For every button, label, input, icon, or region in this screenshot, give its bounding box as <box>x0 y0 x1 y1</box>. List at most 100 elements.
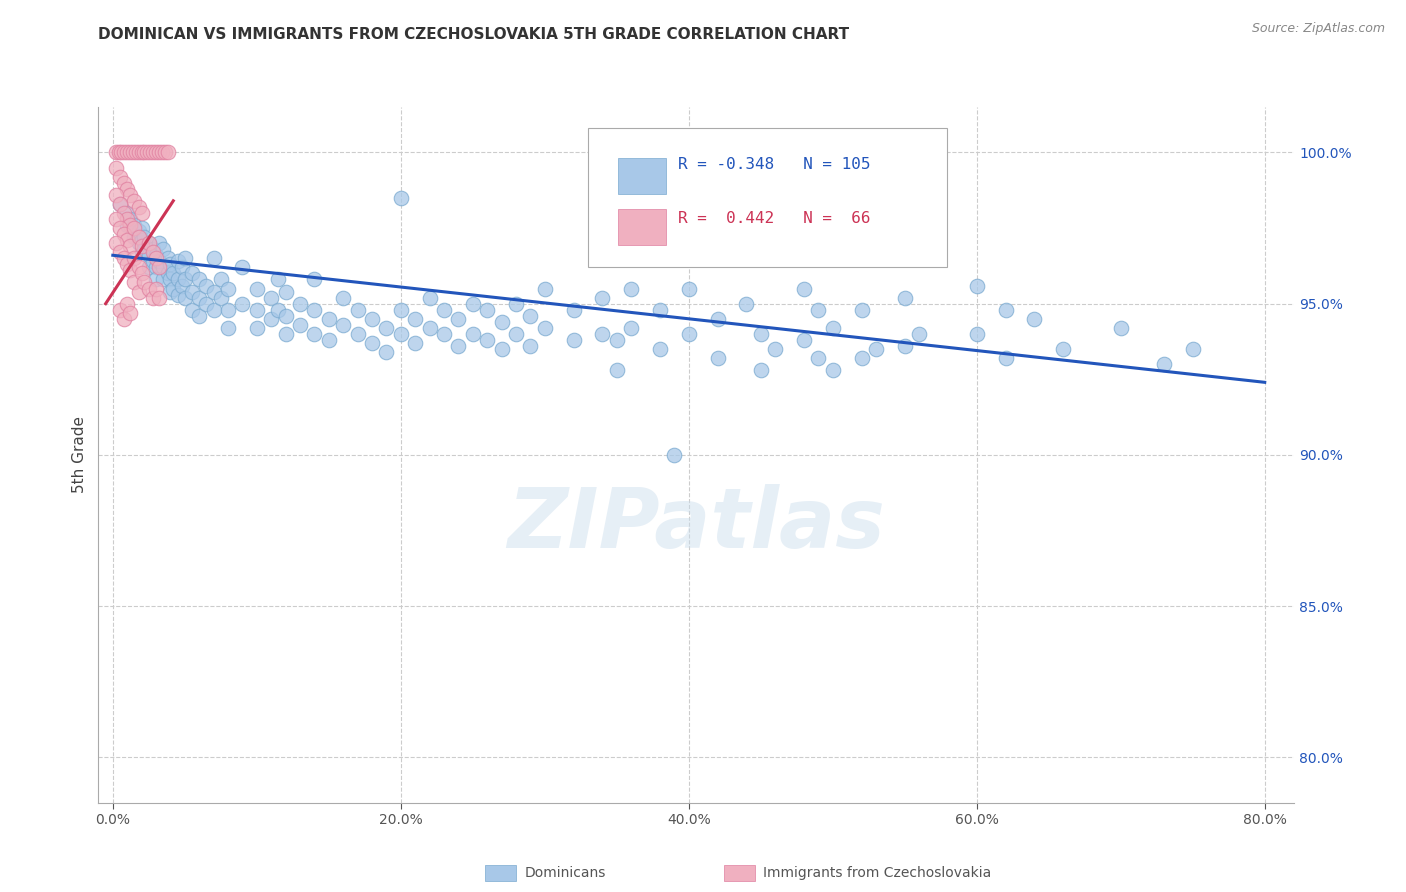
Point <box>562 333 585 347</box>
Point <box>749 363 772 377</box>
Point <box>131 221 153 235</box>
Point <box>120 239 142 253</box>
Point <box>139 145 162 160</box>
Point <box>128 260 150 275</box>
Point <box>821 321 844 335</box>
Point <box>209 291 232 305</box>
Point <box>648 302 671 317</box>
Point <box>332 291 354 305</box>
Point <box>173 252 195 266</box>
Point <box>115 257 138 271</box>
Point <box>865 342 887 356</box>
Point <box>389 326 412 341</box>
Point <box>1153 357 1175 371</box>
Point <box>793 333 815 347</box>
Y-axis label: 5th Grade: 5th Grade <box>72 417 87 493</box>
Point <box>181 267 204 281</box>
Point <box>166 287 188 301</box>
Point <box>851 351 873 365</box>
Point <box>124 230 146 244</box>
Point <box>134 242 156 256</box>
Point <box>162 281 184 295</box>
Point <box>108 302 131 317</box>
Point <box>115 218 138 232</box>
Bar <box>619 158 666 194</box>
Point <box>170 260 193 275</box>
Point <box>104 145 127 160</box>
Point <box>107 145 129 160</box>
Point <box>159 257 181 271</box>
Point <box>124 252 146 266</box>
Point <box>749 326 772 341</box>
Point <box>170 278 193 293</box>
Point <box>131 233 153 247</box>
Point <box>274 285 297 299</box>
Point <box>994 302 1017 317</box>
Point <box>120 306 142 320</box>
Point <box>195 296 218 310</box>
Point <box>419 291 441 305</box>
Point <box>346 302 368 317</box>
Point <box>274 326 297 341</box>
Text: DOMINICAN VS IMMIGRANTS FROM CZECHOSLOVAKIA 5TH GRADE CORRELATION CHART: DOMINICAN VS IMMIGRANTS FROM CZECHOSLOVA… <box>98 27 849 42</box>
Point <box>145 281 167 295</box>
Point <box>389 302 412 317</box>
Point <box>153 145 176 160</box>
Point <box>128 145 150 160</box>
Point <box>346 326 368 341</box>
Point <box>461 326 484 341</box>
Point <box>152 272 174 286</box>
Text: R =  0.442   N =  66: R = 0.442 N = 66 <box>678 211 870 226</box>
Point <box>389 191 412 205</box>
Point <box>148 145 170 160</box>
Point <box>124 194 146 208</box>
Text: Immigrants from Czechoslovakia: Immigrants from Czechoslovakia <box>763 866 991 880</box>
Point <box>138 248 160 262</box>
Point <box>124 221 146 235</box>
Point <box>152 242 174 256</box>
Point <box>166 272 188 286</box>
Point <box>136 145 159 160</box>
Point <box>148 236 170 251</box>
Point <box>156 145 179 160</box>
Point <box>807 302 830 317</box>
Point <box>131 206 153 220</box>
Point <box>120 187 142 202</box>
Point <box>706 351 728 365</box>
Point <box>821 363 844 377</box>
Point <box>260 291 283 305</box>
Point <box>533 321 555 335</box>
Point <box>678 326 700 341</box>
Point <box>142 254 165 268</box>
Text: Dominicans: Dominicans <box>524 866 606 880</box>
Point <box>145 252 167 266</box>
Point <box>461 296 484 310</box>
Point <box>145 260 167 275</box>
Point <box>128 200 150 214</box>
Point <box>104 211 127 226</box>
Point <box>108 221 131 235</box>
Point <box>447 339 470 353</box>
Point <box>112 176 135 190</box>
Point <box>994 351 1017 365</box>
Point <box>150 145 173 160</box>
Point <box>1052 342 1074 356</box>
Point <box>120 145 142 160</box>
Point <box>231 296 253 310</box>
Point <box>304 302 326 317</box>
Point <box>447 311 470 326</box>
FancyBboxPatch shape <box>588 128 948 267</box>
Point <box>1109 321 1132 335</box>
Text: Source: ZipAtlas.com: Source: ZipAtlas.com <box>1251 22 1385 36</box>
Point <box>735 296 758 310</box>
Point <box>246 302 269 317</box>
Point <box>209 272 232 286</box>
Point <box>1024 311 1046 326</box>
Point <box>115 145 138 160</box>
Point <box>361 311 384 326</box>
Point <box>620 321 643 335</box>
Point <box>138 236 160 251</box>
Point <box>648 342 671 356</box>
Point <box>108 169 131 184</box>
Point <box>491 342 513 356</box>
